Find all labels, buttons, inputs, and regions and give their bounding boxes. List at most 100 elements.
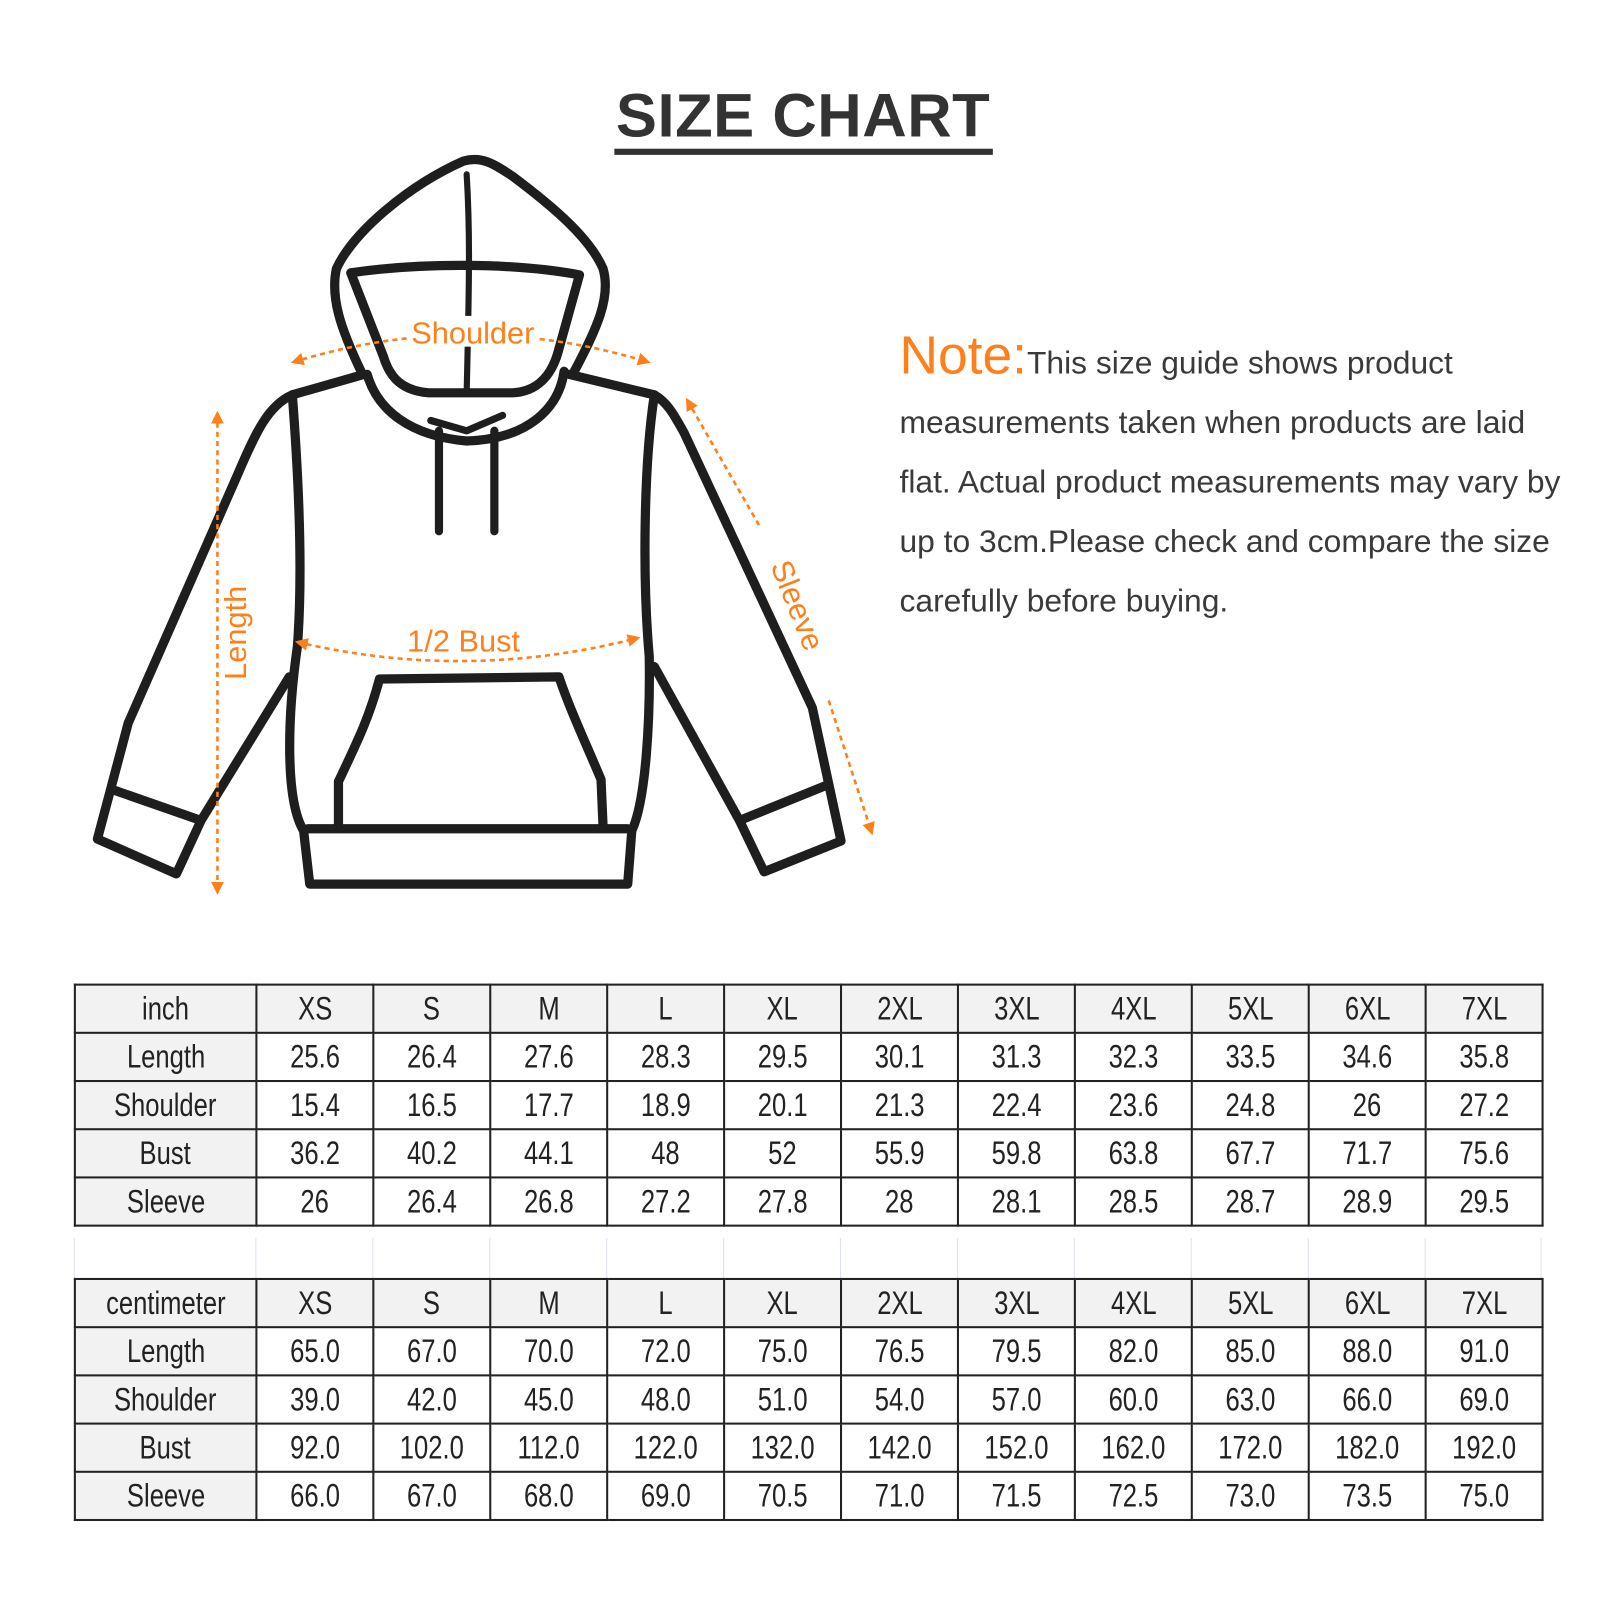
value-cell: 28.7 bbox=[1190, 1176, 1310, 1227]
value-cell: 68.0 bbox=[489, 1470, 609, 1522]
measurement-value: 29.5 bbox=[1459, 1182, 1510, 1220]
value-cell: 55.9 bbox=[839, 1128, 959, 1179]
value-cell: 28.9 bbox=[1307, 1176, 1427, 1227]
measurement-value: 73.0 bbox=[1225, 1476, 1276, 1514]
value-cell: 48.0 bbox=[606, 1374, 726, 1425]
measurement-value: 122.0 bbox=[633, 1428, 698, 1466]
measurement-value: 63.0 bbox=[1225, 1380, 1276, 1418]
value-cell: 44.1 bbox=[489, 1128, 609, 1179]
value-cell: 35.8 bbox=[1424, 1031, 1544, 1083]
size-header-cell: 2XL bbox=[839, 1277, 959, 1329]
value-cell: 152.0 bbox=[956, 1422, 1076, 1473]
size-label: XL bbox=[766, 989, 799, 1027]
size-label: 6XL bbox=[1344, 1284, 1390, 1322]
row-label-cell: Shoulder bbox=[73, 1374, 258, 1425]
value-cell: 65.0 bbox=[255, 1326, 375, 1377]
measurement-value: 91.0 bbox=[1459, 1332, 1510, 1370]
table-spacer-row bbox=[73, 1237, 1542, 1278]
value-cell: 31.3 bbox=[956, 1031, 1076, 1083]
spacer-gridline bbox=[839, 1237, 842, 1278]
value-cell: 27.6 bbox=[489, 1031, 609, 1083]
measurement-value: 69.0 bbox=[1459, 1380, 1510, 1418]
measurement-value: 57.0 bbox=[991, 1380, 1042, 1418]
measurement-value: 67.0 bbox=[406, 1476, 457, 1514]
value-cell: 54.0 bbox=[839, 1374, 959, 1425]
value-cell: 20.1 bbox=[723, 1079, 843, 1131]
unit-label: centimeter bbox=[105, 1284, 226, 1322]
value-cell: 67.0 bbox=[372, 1326, 492, 1377]
measurement-value: 32.3 bbox=[1108, 1037, 1159, 1075]
value-cell: 66.0 bbox=[1307, 1374, 1427, 1425]
hoodie-outline bbox=[92, 154, 846, 889]
size-header-cell: M bbox=[489, 1277, 609, 1329]
spacer-gridline bbox=[372, 1237, 374, 1278]
value-cell: 142.0 bbox=[839, 1422, 959, 1473]
row-label-cell: Bust bbox=[73, 1422, 258, 1473]
row-label: Shoulder bbox=[114, 1086, 217, 1124]
measurement-value: 172.0 bbox=[1218, 1428, 1283, 1466]
value-cell: 132.0 bbox=[723, 1422, 843, 1473]
value-cell: 28 bbox=[839, 1176, 959, 1227]
measurement-value: 192.0 bbox=[1452, 1428, 1517, 1466]
value-cell: 75.0 bbox=[723, 1326, 843, 1377]
value-cell: 25.6 bbox=[255, 1031, 375, 1083]
size-label: 6XL bbox=[1344, 989, 1390, 1027]
measurement-value: 34.6 bbox=[1342, 1037, 1393, 1075]
measurement-value: 28 bbox=[885, 1182, 914, 1220]
size-label: 5XL bbox=[1227, 989, 1274, 1027]
value-cell: 28.5 bbox=[1073, 1176, 1193, 1227]
measurement-value: 25.6 bbox=[289, 1037, 340, 1075]
row-label-cell: Bust bbox=[73, 1128, 258, 1179]
centimeter-size-table: centimeter XS S M L XL 2XL 3XL 4XL 5XL 6XL 7XL Lengt… bbox=[73, 1277, 1544, 1522]
size-label: S bbox=[423, 1284, 441, 1322]
note-text: This size guide shows product measuremen… bbox=[899, 344, 1561, 619]
table-row: Bust 92.0 102.0 112.0 122.0 132.0 142.0 152.0 16… bbox=[73, 1422, 1544, 1473]
value-cell: 42.0 bbox=[372, 1374, 492, 1425]
measurement-value: 42.0 bbox=[406, 1380, 457, 1418]
value-cell: 71.7 bbox=[1307, 1128, 1427, 1179]
value-cell: 57.0 bbox=[956, 1374, 1076, 1425]
measurement-value: 40.2 bbox=[406, 1134, 457, 1172]
row-label: Sleeve bbox=[126, 1476, 205, 1514]
row-label: Sleeve bbox=[126, 1182, 205, 1220]
value-cell: 52 bbox=[723, 1128, 843, 1179]
value-cell: 36.2 bbox=[255, 1128, 375, 1179]
size-label: L bbox=[658, 989, 673, 1027]
value-cell: 26.8 bbox=[489, 1176, 609, 1227]
shoulder-label: Shoulder bbox=[411, 316, 534, 351]
measurement-value: 26 bbox=[1352, 1086, 1382, 1124]
measurement-value: 36.2 bbox=[289, 1134, 340, 1172]
size-label: M bbox=[538, 1284, 560, 1322]
spacer-gridline bbox=[1540, 1237, 1542, 1278]
value-cell: 26.4 bbox=[372, 1031, 492, 1083]
measurement-value: 35.8 bbox=[1459, 1037, 1510, 1075]
value-cell: 70.0 bbox=[489, 1326, 609, 1377]
measurement-value: 75.6 bbox=[1459, 1134, 1510, 1172]
value-cell: 30.1 bbox=[839, 1031, 959, 1083]
bust-measure-arrow bbox=[294, 634, 641, 663]
measurement-value: 27.8 bbox=[757, 1182, 808, 1220]
measurement-value: 102.0 bbox=[399, 1428, 464, 1466]
value-cell: 63.8 bbox=[1073, 1128, 1193, 1179]
value-cell: 18.9 bbox=[606, 1079, 726, 1131]
measurement-value: 63.8 bbox=[1108, 1134, 1159, 1172]
value-cell: 69.0 bbox=[1424, 1374, 1544, 1425]
value-cell: 82.0 bbox=[1073, 1326, 1193, 1377]
size-label: L bbox=[658, 1284, 673, 1322]
value-cell: 59.8 bbox=[956, 1128, 1076, 1179]
value-cell: 102.0 bbox=[372, 1422, 492, 1473]
spacer-gridline bbox=[1190, 1237, 1192, 1278]
spacer-gridline bbox=[1307, 1237, 1309, 1278]
value-cell: 70.5 bbox=[723, 1470, 843, 1522]
hoodie-diagram: Shoulder 1/2 Bust Length Sleeve bbox=[92, 154, 875, 895]
measurement-value: 82.0 bbox=[1108, 1332, 1159, 1370]
value-cell: 17.7 bbox=[489, 1079, 609, 1131]
size-header-cell: M bbox=[489, 983, 609, 1034]
value-cell: 71.5 bbox=[956, 1470, 1076, 1522]
size-label: 3XL bbox=[993, 989, 1040, 1027]
measurement-value: 28.3 bbox=[640, 1037, 691, 1075]
size-label: 2XL bbox=[876, 1284, 923, 1322]
measurement-value: 26.4 bbox=[406, 1037, 457, 1075]
value-cell: 172.0 bbox=[1190, 1422, 1310, 1473]
